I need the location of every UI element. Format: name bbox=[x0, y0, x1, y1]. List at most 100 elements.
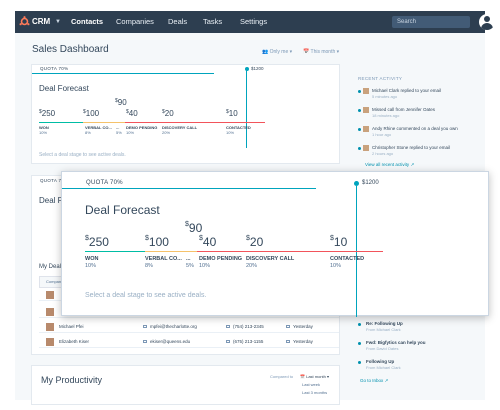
owner-filter-label: Only me bbox=[269, 49, 289, 55]
contact-email[interactable]: mpfei@thecharlotte.org bbox=[150, 324, 197, 329]
stage-value-discovery[interactable]: $20 bbox=[162, 109, 174, 118]
contact-photo bbox=[46, 323, 54, 331]
stage-pct-3: 5% bbox=[186, 263, 194, 269]
period-select-value: Last month bbox=[306, 374, 326, 379]
inbox-subject: Re: Following Up bbox=[366, 321, 403, 326]
stage-value-3[interactable]: $90 bbox=[185, 221, 202, 235]
stage-name-verbal: VERBAL CO... bbox=[85, 125, 112, 130]
period-option[interactable]: Last 3 months bbox=[302, 390, 328, 395]
contact-email[interactable]: ekiser@queens.edu bbox=[150, 339, 191, 344]
nav-deals[interactable]: Deals bbox=[168, 17, 188, 26]
stage-name-demo: DEMO PENDING bbox=[199, 256, 243, 262]
forecast-card bbox=[31, 64, 340, 164]
period-option[interactable]: Last week bbox=[302, 382, 321, 387]
stage-pct-won: 10% bbox=[85, 263, 97, 269]
stage-pct-verbal: 8% bbox=[145, 263, 153, 269]
bullet-icon bbox=[358, 361, 361, 364]
email-icon bbox=[143, 340, 147, 343]
table-row[interactable] bbox=[39, 305, 339, 318]
stage-amount: 90 bbox=[117, 98, 127, 107]
activity-time: 2 hours ago bbox=[372, 151, 394, 156]
inbox-subject: Following Up bbox=[366, 359, 395, 364]
nav-contacts[interactable]: Contacts bbox=[71, 17, 104, 26]
stage-pct-demo: 10% bbox=[199, 263, 211, 269]
top-nav: CRM ▼ Contacts Companies Deals Tasks Set… bbox=[15, 11, 495, 33]
stage-bar-verbal bbox=[83, 122, 125, 123]
stage-value-3[interactable]: $90 bbox=[115, 98, 127, 107]
inbox-from: From Michael Clark bbox=[366, 365, 401, 370]
table-row[interactable]: Elizabeth Kiser ekiser@queens.edu (675) … bbox=[39, 335, 339, 348]
contact-photo bbox=[46, 291, 54, 299]
bullet-icon bbox=[358, 90, 361, 93]
stage-pct-contacted: 10% bbox=[330, 263, 342, 269]
currency-symbol: $ bbox=[185, 221, 189, 228]
currency-symbol: $ bbox=[85, 235, 89, 242]
deals-title: My Deals bbox=[39, 264, 65, 270]
date-filter[interactable]: 📅 This month ▾ bbox=[303, 49, 340, 55]
owner-filter[interactable]: 👥 Only me ▾ bbox=[262, 49, 293, 55]
date-filter-label: This month bbox=[310, 49, 336, 55]
table-row[interactable]: Michael Pfei mpfei@thecharlotte.org (754… bbox=[39, 320, 339, 333]
nav-settings[interactable]: Settings bbox=[240, 17, 268, 26]
last-activity: Yesterday bbox=[293, 339, 313, 344]
stage-pct-discovery: 20% bbox=[246, 263, 258, 269]
contact-name[interactable]: Michael Pfei bbox=[59, 324, 84, 329]
stage-amount: 100 bbox=[148, 235, 169, 249]
stage-value-discovery[interactable]: $20 bbox=[246, 235, 263, 249]
target-marker bbox=[354, 181, 359, 186]
quota-label: QUOTA 70% bbox=[40, 66, 69, 71]
stage-value-contacted[interactable]: $10 bbox=[226, 109, 238, 118]
calendar-icon bbox=[286, 325, 290, 328]
stage-pct-demo: 10% bbox=[126, 130, 135, 135]
stage-amount: 20 bbox=[249, 235, 264, 249]
avatar-body bbox=[481, 23, 493, 30]
quota-progress-bar bbox=[32, 73, 214, 74]
stage-amount: 20 bbox=[164, 109, 174, 118]
forecast-title: Deal Forecast bbox=[39, 84, 89, 93]
view-all-activity-link[interactable]: View all recent activity ↗ bbox=[365, 162, 415, 167]
column-company[interactable]: Company bbox=[46, 279, 64, 284]
currency-symbol: $ bbox=[330, 235, 334, 242]
go-to-inbox-link[interactable]: Go to Inbox ↗ bbox=[360, 378, 389, 383]
currency-symbol: $ bbox=[162, 109, 165, 115]
bullet-icon bbox=[358, 342, 361, 345]
stage-value-won[interactable]: $250 bbox=[39, 109, 55, 118]
avatar-head bbox=[484, 16, 490, 22]
nav-companies[interactable]: Companies bbox=[116, 17, 154, 26]
view-all-activity-label: View all recent activity bbox=[365, 162, 410, 167]
quota-progress-bar bbox=[62, 188, 316, 189]
contact-name[interactable]: Elizabeth Kiser bbox=[59, 339, 90, 344]
stage-amount: 40 bbox=[202, 235, 217, 249]
stage-name-discovery: DISCOVERY CALL bbox=[246, 256, 295, 262]
calendar-icon bbox=[286, 340, 290, 343]
activity-avatar bbox=[363, 145, 369, 151]
user-avatar[interactable] bbox=[479, 14, 495, 30]
stage-value-demo[interactable]: $40 bbox=[199, 235, 216, 249]
bullet-icon bbox=[358, 323, 361, 326]
stage-name-contacted: CONTACTED bbox=[330, 256, 365, 262]
bullet-icon bbox=[358, 109, 361, 112]
stage-pct-verbal: 8% bbox=[85, 130, 91, 135]
currency-symbol: $ bbox=[145, 235, 149, 242]
nav-tasks[interactable]: Tasks bbox=[203, 17, 223, 26]
period-select[interactable]: 📅 Last month ▾ bbox=[300, 374, 330, 379]
activity-avatar bbox=[363, 107, 369, 113]
stage-value-verbal[interactable]: $100 bbox=[83, 109, 99, 118]
stage-amount: 90 bbox=[188, 221, 203, 235]
stage-pct-contacted: 10% bbox=[226, 130, 235, 135]
stage-value-demo[interactable]: $40 bbox=[126, 109, 138, 118]
forecast-helper-text: Select a deal stage to see active deals. bbox=[85, 292, 207, 299]
stage-value-contacted[interactable]: $10 bbox=[330, 235, 347, 249]
target-label: $1200 bbox=[362, 180, 379, 186]
app-logo[interactable]: CRM ▼ bbox=[19, 15, 63, 29]
stage-name-won: WON bbox=[39, 125, 49, 130]
stage-name-3: ... bbox=[116, 125, 120, 130]
stage-value-won[interactable]: $250 bbox=[85, 235, 109, 249]
stage-value-verbal[interactable]: $100 bbox=[145, 235, 169, 249]
currency-symbol: $ bbox=[115, 98, 118, 104]
stage-amount: 250 bbox=[41, 109, 56, 118]
search-input[interactable]: Search bbox=[392, 16, 470, 28]
bullet-icon bbox=[358, 128, 361, 131]
last-activity: Yesterday bbox=[293, 324, 313, 329]
activity-text: Christopher Stone replied to your email bbox=[372, 145, 451, 150]
